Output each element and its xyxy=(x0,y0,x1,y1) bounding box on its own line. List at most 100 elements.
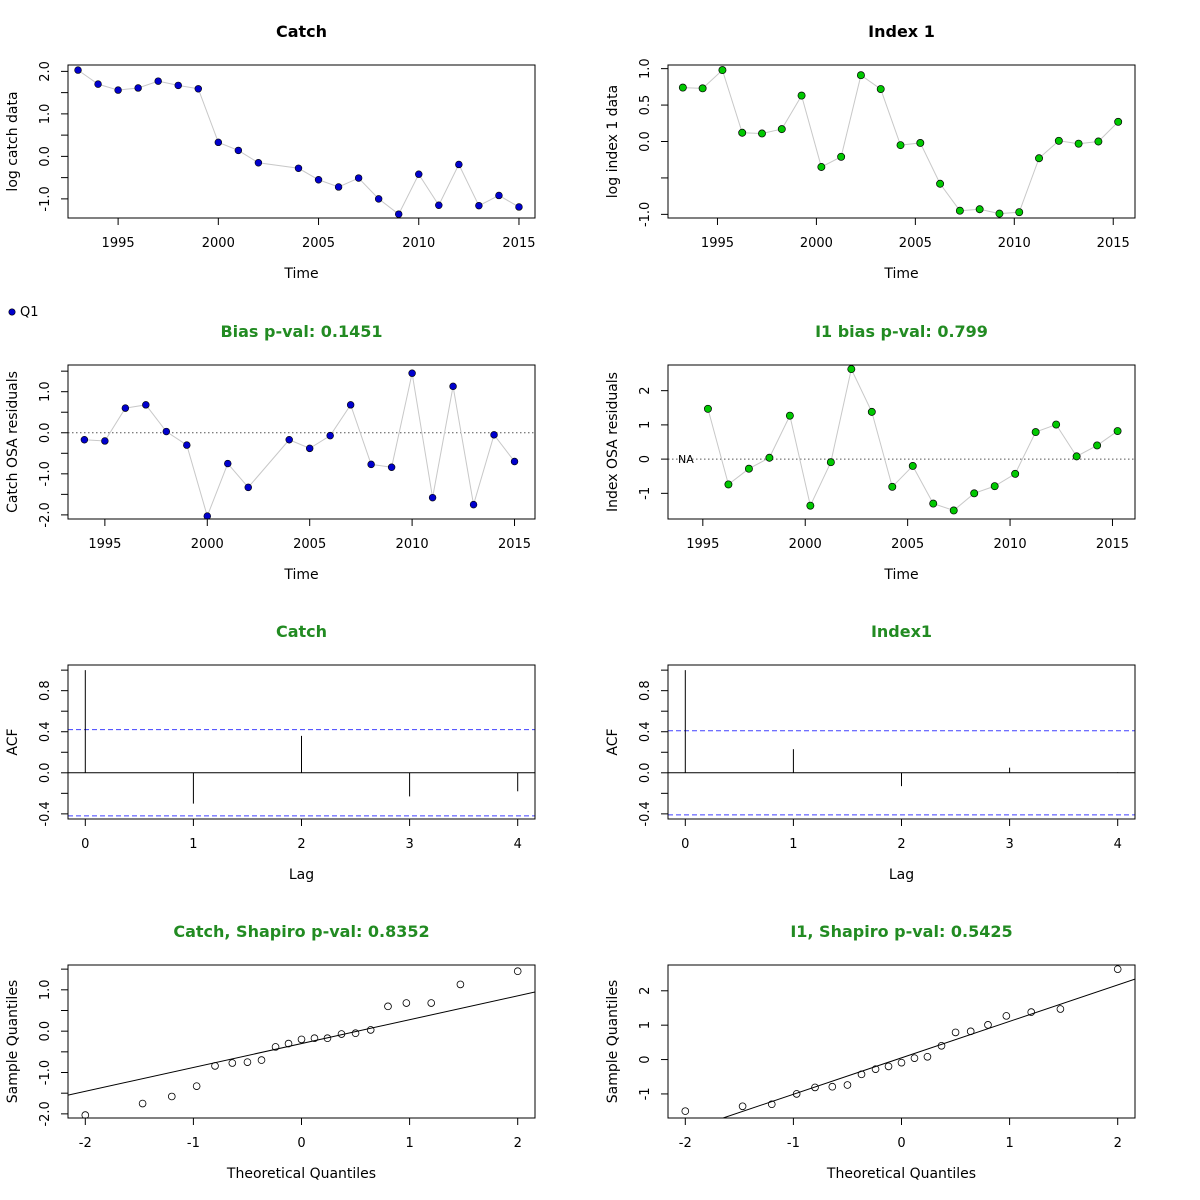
catch-acf-ytick-label: 0.8 xyxy=(38,680,53,701)
catch-osa-point xyxy=(449,382,457,391)
catch-qq-title: Catch, Shapiro p-val: 0.8352 xyxy=(173,922,429,941)
index-qq-title: I1, Shapiro p-val: 0.5425 xyxy=(790,922,1012,941)
legend-q1-marker xyxy=(8,308,16,316)
index-osa-point xyxy=(867,407,876,416)
catch-acf-xtick-label: 2 xyxy=(297,837,305,852)
catch-qq-xlabel: Theoretical Quantiles xyxy=(226,1166,376,1182)
catch-data-title: Catch xyxy=(276,22,327,41)
catch-osa-point xyxy=(346,401,355,409)
catch-qq-point xyxy=(192,1082,201,1090)
catch-data-point xyxy=(134,84,142,92)
catch-data-xtick-label: 1995 xyxy=(102,236,135,251)
index-qq-ytick-label: 1 xyxy=(638,1021,653,1029)
index-data-panel: Index 1 Time log index 1 data 1995 2000 2005 2… xyxy=(605,22,1136,282)
catch-data-xtick-label: 2015 xyxy=(502,236,535,251)
index-qq-point xyxy=(792,1090,801,1098)
catch-data-point xyxy=(94,80,102,88)
index-data-xtick-label: 2000 xyxy=(800,236,833,251)
catch-qq-point xyxy=(81,1111,90,1118)
catch-acf-plot-area xyxy=(68,670,535,817)
catch-qq-ylabel: Sample Quantiles xyxy=(5,980,21,1103)
index-osa-point xyxy=(806,501,815,510)
index-qq-point xyxy=(937,1041,946,1050)
index-acf-title: Index1 xyxy=(871,622,932,641)
catch-data-point xyxy=(475,201,483,210)
catch-data-point xyxy=(154,77,162,85)
catch-data-ytick-label: 2.0 xyxy=(38,61,53,82)
catch-data-series-line xyxy=(77,69,520,215)
index-data-ytick-label: 0.0 xyxy=(638,131,653,152)
index-data-point xyxy=(876,85,885,93)
index-acf-xtick-label: 1 xyxy=(789,837,797,852)
index-data-point xyxy=(797,91,806,100)
index-qq-point xyxy=(910,1054,919,1062)
catch-acf-ytick-label: 0.0 xyxy=(38,762,53,783)
index-osa-point xyxy=(970,489,979,498)
index-data-frame xyxy=(667,64,1136,219)
index-osa-point xyxy=(724,480,733,489)
index-data-point xyxy=(698,84,707,93)
catch-osa-point xyxy=(428,493,437,502)
catch-qq-ytick-label: -1.0 xyxy=(38,1060,53,1085)
catch-osa-point xyxy=(490,431,498,439)
index-data-xtick-label: 2005 xyxy=(899,236,932,251)
index-osa-point xyxy=(703,404,712,413)
catch-qq-point xyxy=(384,1002,392,1011)
index-osa-point xyxy=(908,462,917,470)
index-data-ytick-label: -1.0 xyxy=(638,202,653,227)
catch-osa-series-line xyxy=(84,373,515,518)
catch-osa-point xyxy=(183,441,191,449)
index-data-xtick-label: 2010 xyxy=(998,236,1031,251)
catch-qq-plot-area xyxy=(68,967,535,1118)
index-osa-ylabel: Index OSA residuals xyxy=(605,372,621,512)
catch-data-point xyxy=(214,138,223,147)
index-data-point xyxy=(896,141,905,150)
catch-osa-point xyxy=(162,427,171,436)
index-acf-ytick-label: 0.0 xyxy=(638,762,653,783)
index-data-title: Index 1 xyxy=(868,22,935,41)
index-osa-panel: I1 bias p-val: 0.799 Time Index OSA residu… xyxy=(605,322,1136,583)
index-qq-ytick-label: 2 xyxy=(638,987,653,995)
index-qq-point xyxy=(951,1028,960,1037)
catch-data-point xyxy=(374,195,383,203)
index-data-ytick-label: 0.5 xyxy=(638,95,653,116)
catch-acf-xlabel: Lag xyxy=(289,867,314,883)
catch-osa-point xyxy=(244,483,252,492)
index-osa-plot-area xyxy=(668,365,1135,515)
index-qq-point xyxy=(857,1070,866,1079)
index-data-ytick-label: 1.0 xyxy=(638,58,653,79)
index-data-point xyxy=(936,179,945,188)
catch-data-frame xyxy=(67,64,536,219)
catch-qq-point xyxy=(310,1034,319,1042)
catch-qq-panel: Catch, Shapiro p-val: 0.8352 Theoretical … xyxy=(5,922,536,1182)
index-osa-point xyxy=(949,506,958,515)
index-osa-ytick-label: -1 xyxy=(638,487,653,500)
catch-osa-panel: Bias p-val: 0.1451 Time Catch OSA residual… xyxy=(5,322,536,583)
index-qq-panel: I1, Shapiro p-val: 0.5425 Theoretical Qua… xyxy=(605,922,1136,1182)
catch-data-point xyxy=(114,86,122,94)
catch-osa-point xyxy=(121,404,130,412)
catch-data-point xyxy=(314,176,323,184)
index-qq-ytick-label: -1 xyxy=(638,1087,653,1100)
catch-osa-xtick-label: 2005 xyxy=(293,537,326,552)
catch-qq-ytick-label: -2.0 xyxy=(38,1101,53,1126)
index-acf-xtick-label: 4 xyxy=(1114,837,1122,852)
catch-qq-point xyxy=(513,967,522,976)
index-data-point xyxy=(837,152,846,161)
catch-osa-point xyxy=(387,463,396,471)
index-acf-xtick-label: 2 xyxy=(897,837,905,852)
index-osa-ytick-label: 1 xyxy=(638,421,653,429)
index-acf-ylabel: ACF xyxy=(605,728,621,755)
index-data-point xyxy=(758,129,766,138)
index-acf-plot-area xyxy=(668,670,1135,816)
catch-data-xtick-label: 2000 xyxy=(202,236,235,251)
legend-q1-label: Q1 xyxy=(20,305,39,320)
index-data-point xyxy=(738,128,747,137)
index-data-xtick-label: 1995 xyxy=(701,236,734,251)
index-qq-point xyxy=(767,1100,776,1109)
index-data-point xyxy=(916,139,925,147)
index-osa-series-line xyxy=(707,367,1118,512)
catch-data-ytick-label: 1.0 xyxy=(38,104,53,125)
index-qq-point xyxy=(843,1081,852,1089)
